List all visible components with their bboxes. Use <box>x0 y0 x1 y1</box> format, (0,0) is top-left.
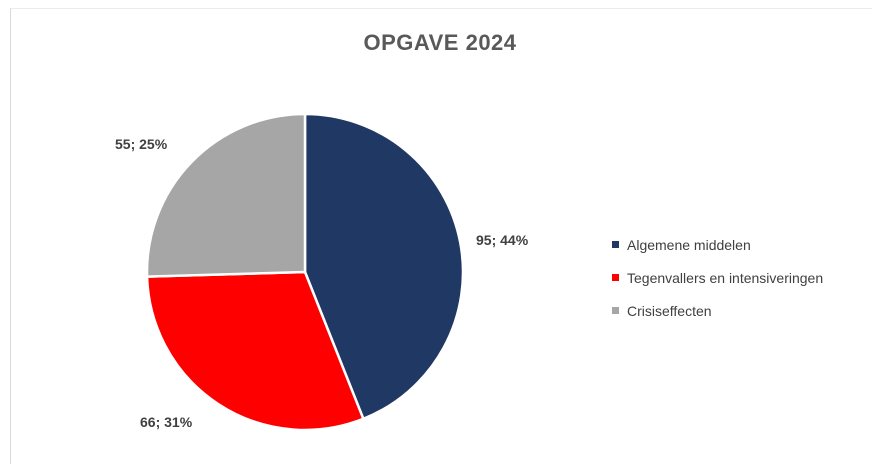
legend-item-crisiseffecten: Crisiseffecten <box>612 294 823 327</box>
legend-item-tegenvallers: Tegenvallers en intensiveringen <box>612 261 823 294</box>
legend-label: Tegenvallers en intensiveringen <box>627 269 824 286</box>
legend-item-algemene-middelen: Algemene middelen <box>612 228 823 261</box>
legend-label: Algemene middelen <box>627 236 751 253</box>
pie-slice-algemene-middelen <box>303 112 465 421</box>
pie-slice-crisiseffecten <box>145 112 307 278</box>
legend-swatch-navy <box>612 241 619 248</box>
data-label-tegenvallers: 66; 31% <box>140 414 193 430</box>
chart-frame <box>10 8 872 464</box>
data-label-algemene-middelen: 95; 44% <box>476 232 529 248</box>
data-label-crisiseffecten: 55; 25% <box>115 136 168 152</box>
legend-swatch-red <box>612 274 619 281</box>
pie-slice-tegenvallers <box>145 270 365 432</box>
chart-title: OPGAVE 2024 <box>363 30 517 55</box>
chart-legend: Algemene middelen Tegenvallers en intens… <box>612 228 823 327</box>
legend-swatch-gray <box>612 307 619 314</box>
legend-label: Crisiseffecten <box>627 302 712 319</box>
